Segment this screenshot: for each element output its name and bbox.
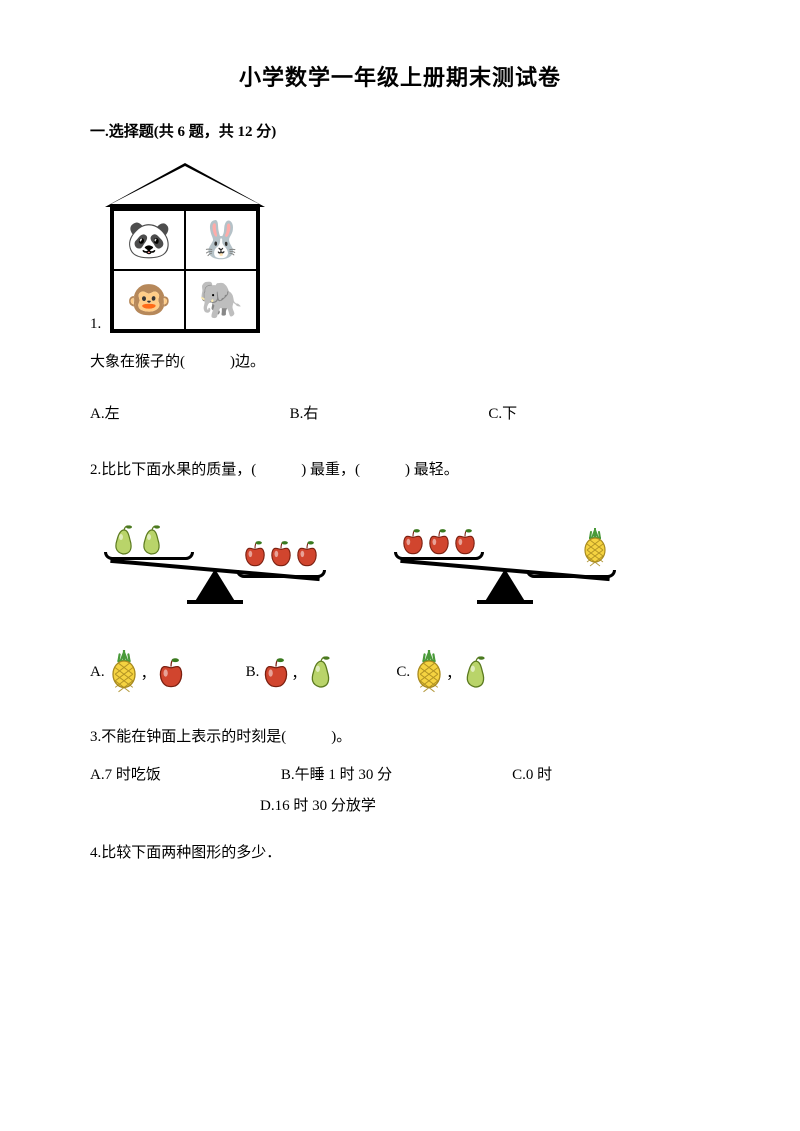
scale1-right-fruits: [242, 538, 320, 568]
q2-text: 2.比比下面水果的质量，( ) 最重，( ) 最轻。: [90, 457, 710, 484]
house-roof-icon: [105, 163, 265, 207]
separator: ，: [141, 662, 156, 683]
house-figure: 🐼 🐰 🐵 🐘: [105, 163, 265, 333]
page: 小学数学一年级上册期末测试卷 一.选择题(共 6 题，共 12 分) 1. 🐼 …: [0, 0, 800, 1131]
q3-option-c[interactable]: C.0 时: [512, 761, 552, 790]
scale-pan-right-icon: [526, 570, 616, 578]
animal-rabbit-icon: 🐰: [185, 210, 257, 270]
animal-monkey-icon: 🐵: [113, 270, 185, 330]
animal-elephant-icon: 🐘: [185, 270, 257, 330]
q2-option-b[interactable]: B. ，: [246, 654, 337, 690]
pear-icon: [461, 654, 491, 690]
q2-option-c[interactable]: C. ，: [396, 650, 491, 694]
scale-pan-left-icon: [394, 552, 484, 560]
scale-base-icon: [477, 600, 533, 604]
scale-pivot-icon: [487, 572, 523, 602]
q4-text: 4.比较下面两种图形的多少．: [90, 840, 710, 867]
pineapple-icon: [412, 650, 446, 694]
pineapple-icon: [580, 528, 610, 568]
scale-pivot-icon: [197, 572, 233, 602]
q2-option-a[interactable]: A. ，: [90, 650, 186, 694]
q3-options: A.7 时吃饭 B.午睡 1 时 30 分 C.0 时 D.16 时 30 分放…: [90, 761, 710, 820]
option-label: B.: [246, 664, 260, 681]
apple-icon: [294, 538, 320, 568]
scale-base-icon: [187, 600, 243, 604]
q1-figure-row: 1. 🐼 🐰 🐵 🐘: [90, 163, 710, 333]
q2-options: A. ， B. ， C. ，: [90, 650, 710, 694]
q1-options: A.左 B.右 C.下: [90, 402, 710, 423]
q1-text: 大象在猴子的( )边。: [90, 349, 710, 376]
house-grid: 🐼 🐰 🐵 🐘: [110, 207, 260, 333]
exam-title: 小学数学一年级上册期末测试卷: [90, 60, 710, 92]
q3-option-d[interactable]: D.16 时 30 分放学: [260, 798, 376, 814]
apple-icon: [242, 538, 268, 568]
scale2-right-fruits: [580, 528, 610, 568]
pear-icon: [306, 654, 336, 690]
scale-pan-left-icon: [104, 552, 194, 560]
balance-scale-1: [100, 510, 330, 620]
option-label: A.: [90, 664, 105, 681]
option-label: C.: [396, 664, 410, 681]
q1-number: 1.: [90, 316, 101, 333]
animal-panda-icon: 🐼: [113, 210, 185, 270]
scale-pan-right-icon: [236, 570, 326, 578]
q3-option-b[interactable]: B.午睡 1 时 30 分: [281, 761, 392, 790]
q3-option-a[interactable]: A.7 时吃饭: [90, 761, 161, 790]
section-1-heading: 一.选择题(共 6 题，共 12 分): [90, 120, 710, 141]
balance-scale-2: [390, 510, 620, 620]
q1-option-c[interactable]: C.下: [488, 402, 517, 423]
apple-icon: [156, 655, 186, 689]
q1-option-a[interactable]: A.左: [90, 402, 120, 423]
separator: ，: [291, 662, 306, 683]
apple-icon: [261, 655, 291, 689]
q1-option-b[interactable]: B.右: [290, 402, 319, 423]
q2-scales: [100, 510, 710, 620]
apple-icon: [268, 538, 294, 568]
q3-text: 3.不能在钟面上表示的时刻是( )。: [90, 724, 710, 751]
pineapple-icon: [107, 650, 141, 694]
separator: ，: [446, 662, 461, 683]
